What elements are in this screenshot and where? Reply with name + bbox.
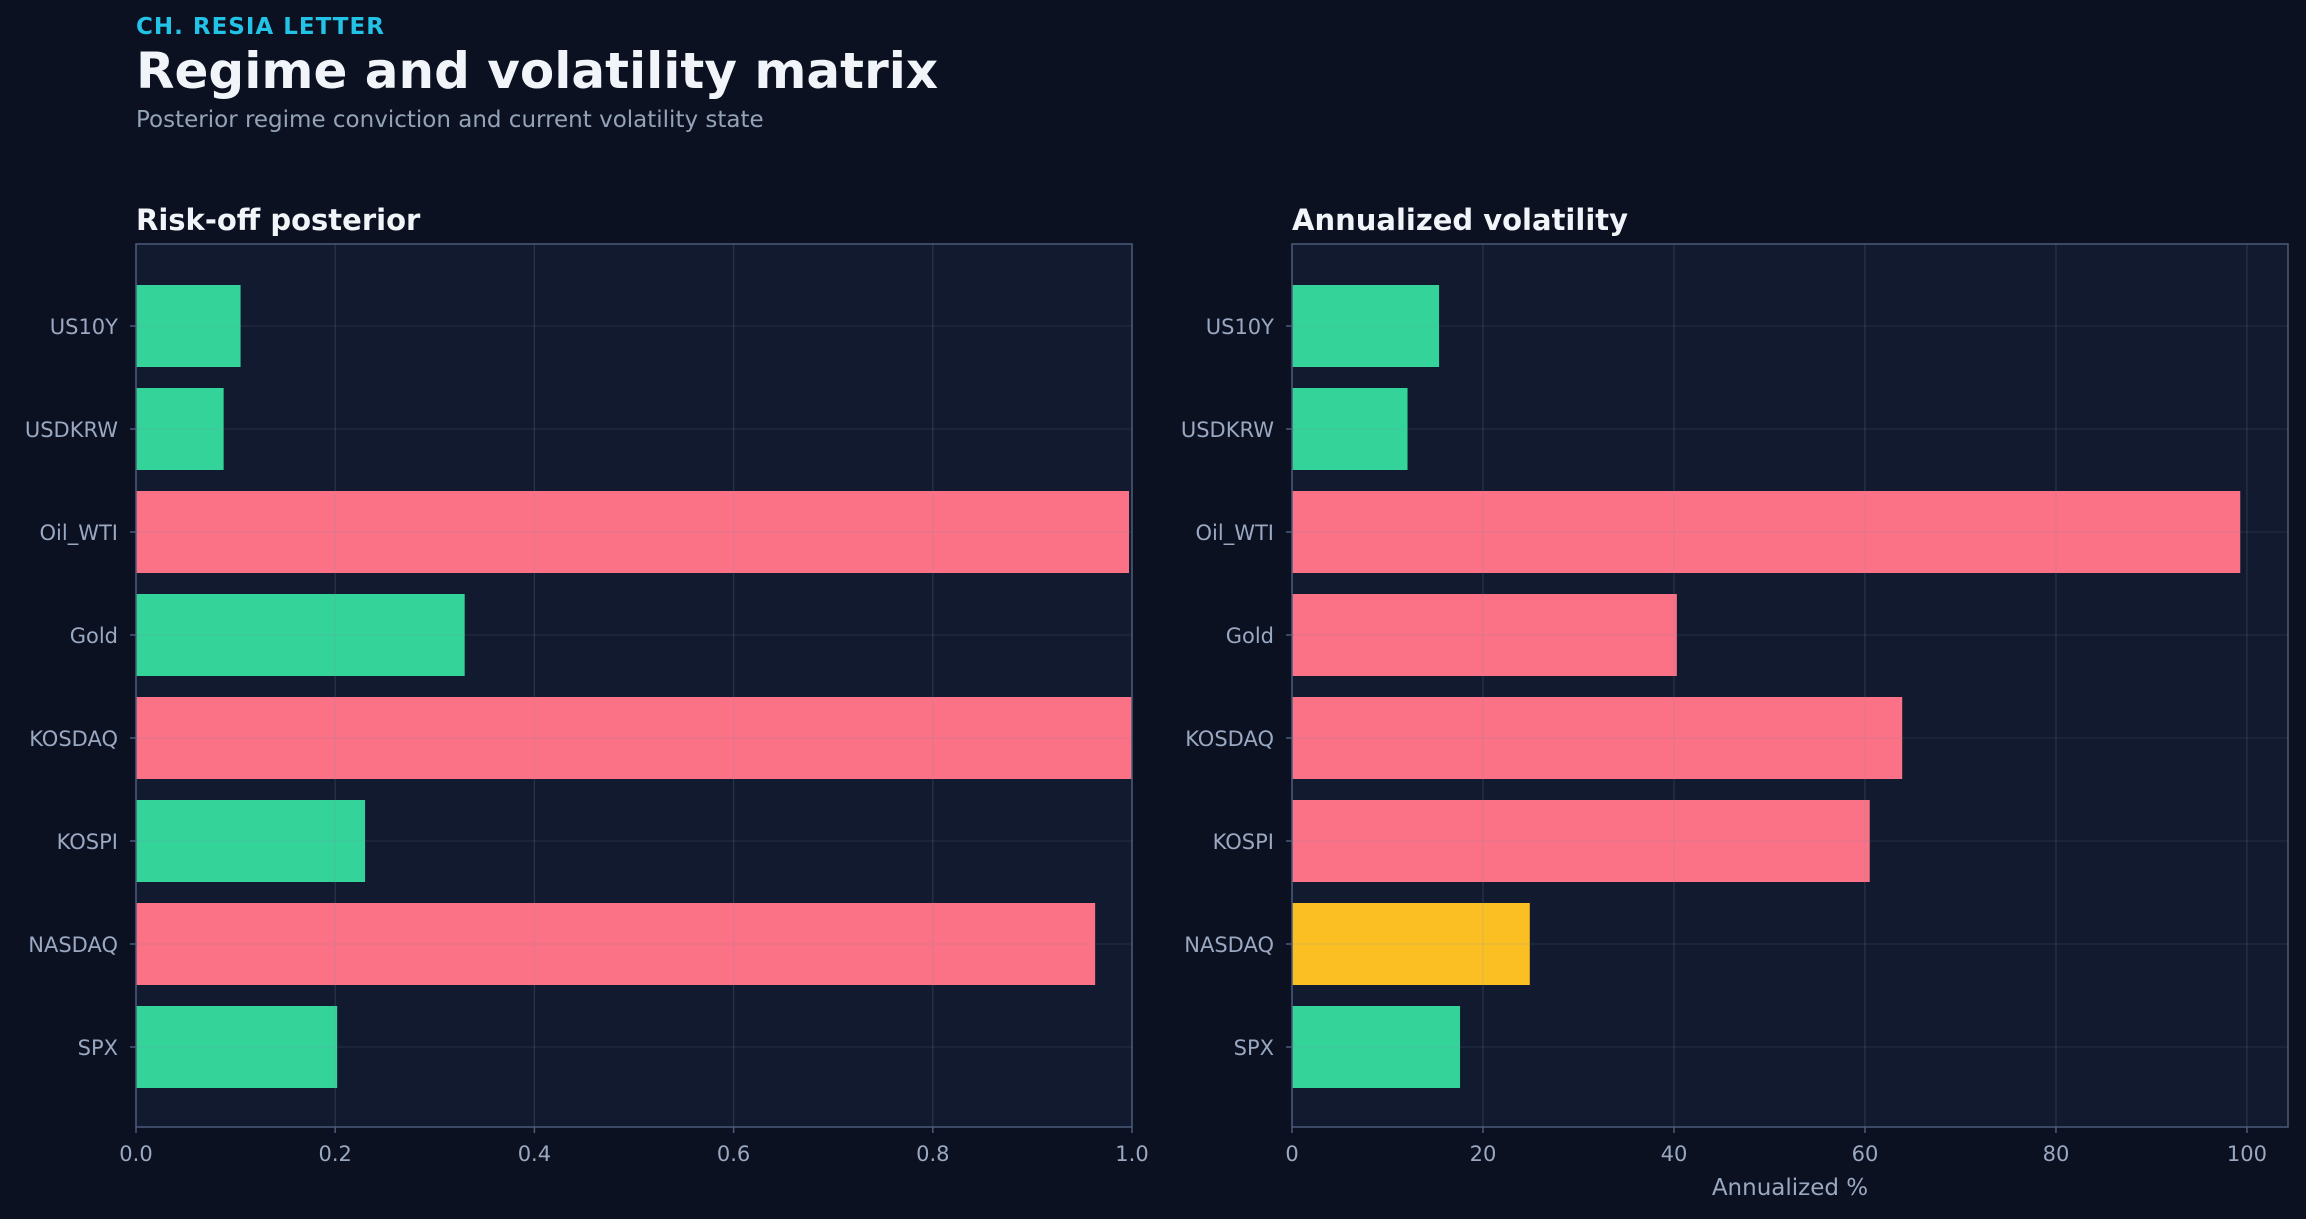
chart2-bar-gold (1292, 594, 1677, 676)
chart1-bar-usdkrw (136, 388, 224, 470)
chart1-xtick-label: 0.6 (717, 1142, 750, 1166)
chart2-xtick-label: 40 (1661, 1142, 1688, 1166)
chart2-bar-kospi (1292, 800, 1870, 882)
chart1-bar-nasdaq (136, 903, 1096, 985)
chart2-category-label: US10Y (1206, 315, 1274, 339)
chart2-xtick-label: 80 (2043, 1142, 2070, 1166)
chart2-category-label: Gold (1226, 624, 1274, 648)
chart1-bar-kospi (136, 800, 366, 882)
chart2-bar-oil_wti (1292, 491, 2241, 573)
brand-label: CH. RESIA LETTER (136, 14, 385, 40)
chart2-frame (1291, 243, 2289, 1128)
chart2-xlabel: Annualized % (1712, 1175, 1868, 1201)
chart1-category-label: Oil_WTI (40, 521, 118, 546)
chart1-frame (135, 243, 1133, 1128)
chart2-category-label: Oil_WTI (1196, 521, 1274, 546)
chart1-bar-kosdaq (136, 697, 1132, 779)
chart1-xtick-label: 0.0 (119, 1142, 152, 1166)
chart2-bar-usdkrw (1292, 388, 1408, 470)
chart1-category-label: NASDAQ (28, 933, 118, 957)
chart2-bar-kosdaq (1292, 697, 1903, 779)
chart1-plot-area (136, 244, 1132, 1127)
chart2-plot-area (1292, 244, 2288, 1127)
chart2-xtick-label: 60 (1852, 1142, 1879, 1166)
chart1-category-label: US10Y (50, 315, 118, 339)
chart1-xtick-label: 0.2 (318, 1142, 351, 1166)
chart2-xtick-label: 20 (1470, 1142, 1497, 1166)
chart1-bar-gold (136, 594, 465, 676)
chart2-bar-us10y (1292, 285, 1440, 367)
chart1-xtick-label: 1.0 (1115, 1142, 1148, 1166)
chart2-xtick-label: 100 (2227, 1142, 2267, 1166)
chart2-category-label: KOSPI (1213, 830, 1274, 854)
chart1-bar-oil_wti (136, 491, 1130, 573)
chart1-category-label: SPX (78, 1036, 118, 1060)
chart2-title: Annualized volatility (1292, 203, 1628, 237)
chart2-category-label: USDKRW (1181, 418, 1274, 442)
chart1-title: Risk-off posterior (136, 203, 421, 237)
chart1-bar-us10y (136, 285, 241, 367)
chart2-category-label: SPX (1234, 1036, 1274, 1060)
chart1-category-label: USDKRW (25, 418, 118, 442)
chart1-category-label: KOSPI (57, 830, 118, 854)
chart1-xtick-label: 0.4 (518, 1142, 551, 1166)
chart1-xtick-label: 0.8 (916, 1142, 949, 1166)
chart2-category-label: KOSDAQ (1185, 727, 1274, 751)
page-title: Regime and volatility matrix (136, 42, 939, 100)
chart1-category-label: KOSDAQ (29, 727, 118, 751)
header: CH. RESIA LETTER Regime and volatility m… (136, 14, 938, 133)
chart2-xtick-label: 0 (1285, 1142, 1298, 1166)
page-subtitle: Posterior regime conviction and current … (136, 107, 764, 133)
chart2-category-label: NASDAQ (1184, 933, 1274, 957)
chart1-category-label: Gold (70, 624, 118, 648)
chart2-bar-spx (1292, 1006, 1461, 1088)
chart2-bar-nasdaq (1292, 903, 1530, 985)
chart1-bar-spx (136, 1006, 338, 1088)
